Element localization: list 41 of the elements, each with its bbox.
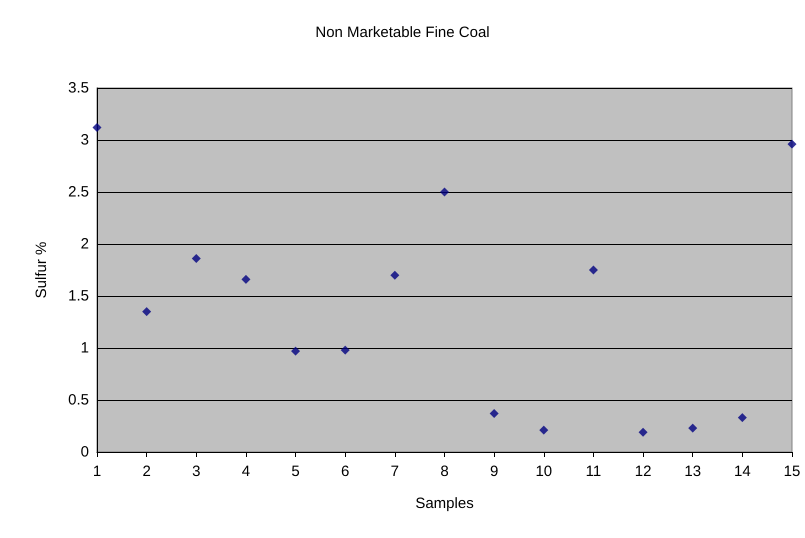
y-tick-label: 2.5 — [68, 184, 89, 200]
point — [142, 307, 152, 316]
y-tick-label: 3 — [80, 132, 89, 148]
point — [638, 428, 648, 437]
y-tick-label: 1.5 — [68, 288, 89, 304]
point — [539, 426, 548, 435]
point — [588, 266, 598, 274]
chart-title: Non Marketable Fine Coal — [315, 24, 490, 41]
y-tick-label: 0 — [80, 444, 89, 460]
x-tick-label: 13 — [684, 463, 702, 480]
x-tick-label: 12 — [634, 463, 652, 480]
point — [738, 413, 747, 422]
y-tick-label: 3.5 — [68, 80, 89, 96]
x-tick-label: 7 — [390, 463, 400, 480]
point — [340, 346, 350, 355]
point — [688, 424, 698, 433]
x-tick-label: 11 — [586, 463, 602, 480]
point — [490, 409, 499, 418]
x-tick-label: 9 — [490, 463, 498, 480]
x-tick-label: 2 — [142, 463, 151, 480]
point — [788, 140, 796, 149]
point — [192, 254, 201, 264]
x-tick-label: 6 — [341, 463, 350, 480]
x-tick-label: 14 — [734, 463, 751, 480]
point — [390, 270, 400, 280]
point — [241, 274, 250, 284]
point — [440, 188, 449, 196]
y-tick-label: 1 — [80, 340, 89, 356]
point — [291, 346, 300, 356]
x-tick-label: 15 — [784, 463, 800, 480]
x-tick-label: 5 — [291, 463, 300, 480]
x-axis-title: Samples — [415, 495, 474, 512]
x-tick-label: 3 — [192, 463, 200, 480]
point — [92, 123, 102, 132]
x-tick-label: 8 — [440, 463, 449, 480]
x-tick-label: 1 — [92, 463, 102, 480]
y-tick-label: 2 — [80, 236, 89, 252]
y-axis-title: Sulfur % — [33, 242, 50, 298]
x-tick-label: 4 — [242, 463, 250, 480]
x-tick-label: 10 — [535, 463, 552, 480]
y-tick-label: 0.5 — [68, 392, 89, 408]
